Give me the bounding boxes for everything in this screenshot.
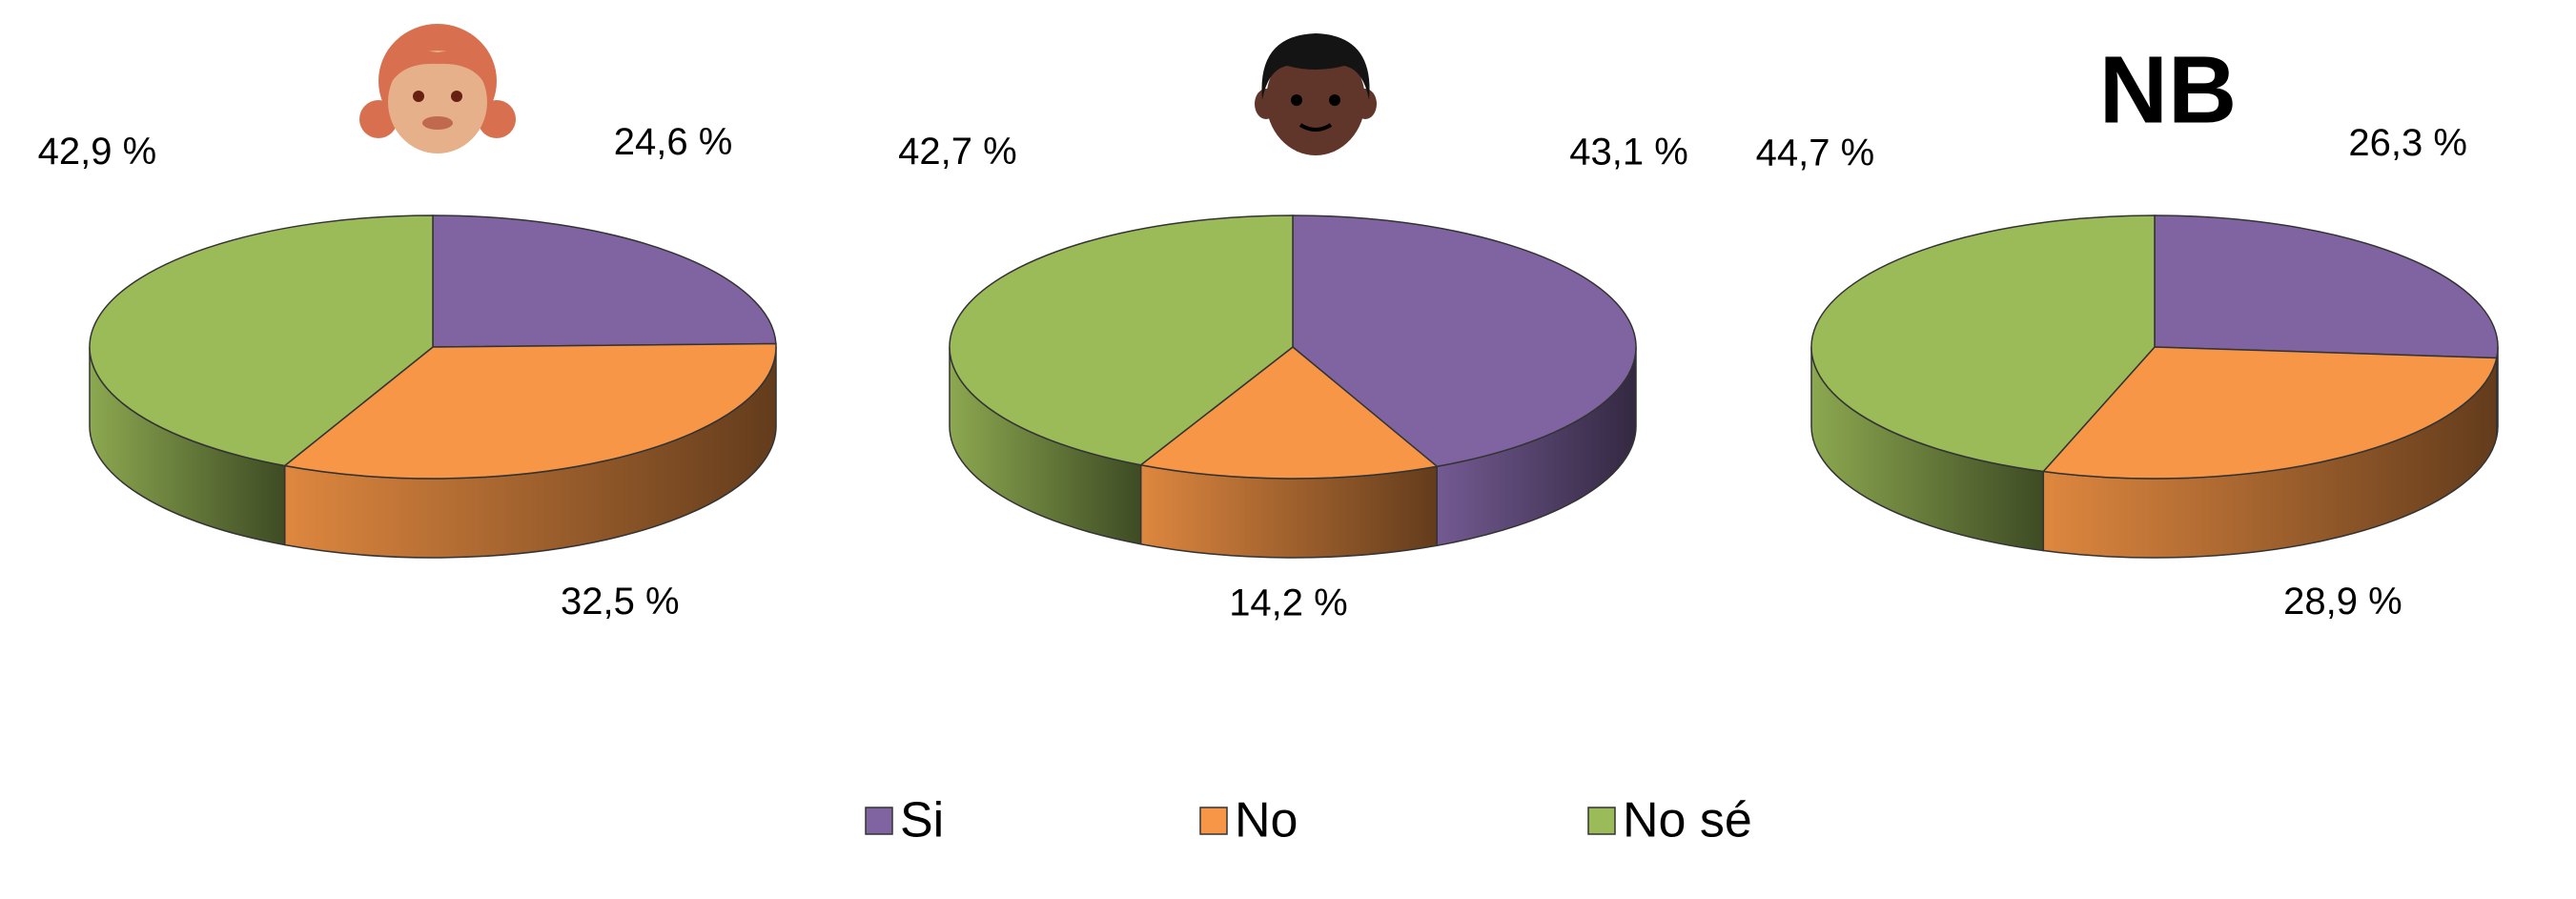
slice: [89, 215, 434, 546]
slice-top: [1810, 215, 2156, 473]
legend-label: Si: [900, 793, 944, 848]
data-label: 32,5 %: [561, 581, 680, 623]
legend-label: No sé: [1623, 793, 1752, 848]
slice-top: [949, 215, 1294, 466]
slice: [432, 215, 777, 348]
slice-top: [89, 215, 434, 467]
chart-title: NB: [2099, 36, 2237, 143]
legend-marker: [1199, 807, 1228, 835]
girl-icon: [359, 24, 516, 153]
data-label: 24,6 %: [614, 121, 733, 163]
data-label: 42,9 %: [38, 131, 157, 173]
slice: [949, 215, 1294, 545]
data-label: 14,2 %: [1229, 582, 1348, 624]
slice-top: [282, 342, 777, 480]
data-label: 28,9 %: [2283, 581, 2402, 623]
data-label: 43,1 %: [1569, 131, 1688, 173]
legend-marker: [865, 807, 893, 835]
slice: [2041, 346, 2498, 559]
data-label: 26,3 %: [2348, 122, 2467, 164]
data-label: 42,7 %: [898, 131, 1017, 173]
slice: [1138, 346, 1439, 559]
slice-top: [1292, 215, 1637, 468]
slice-top: [1138, 346, 1439, 480]
data-label: 44,7 %: [1756, 132, 1875, 174]
slice: [1292, 215, 1637, 547]
slice: [1810, 215, 2156, 552]
slice-top: [2041, 346, 2498, 480]
legend-marker: [1587, 807, 1616, 835]
slice-top: [432, 215, 777, 348]
legend-label: No: [1235, 793, 1298, 848]
slice-top: [2154, 215, 2499, 359]
boy-icon: [1255, 33, 1377, 155]
